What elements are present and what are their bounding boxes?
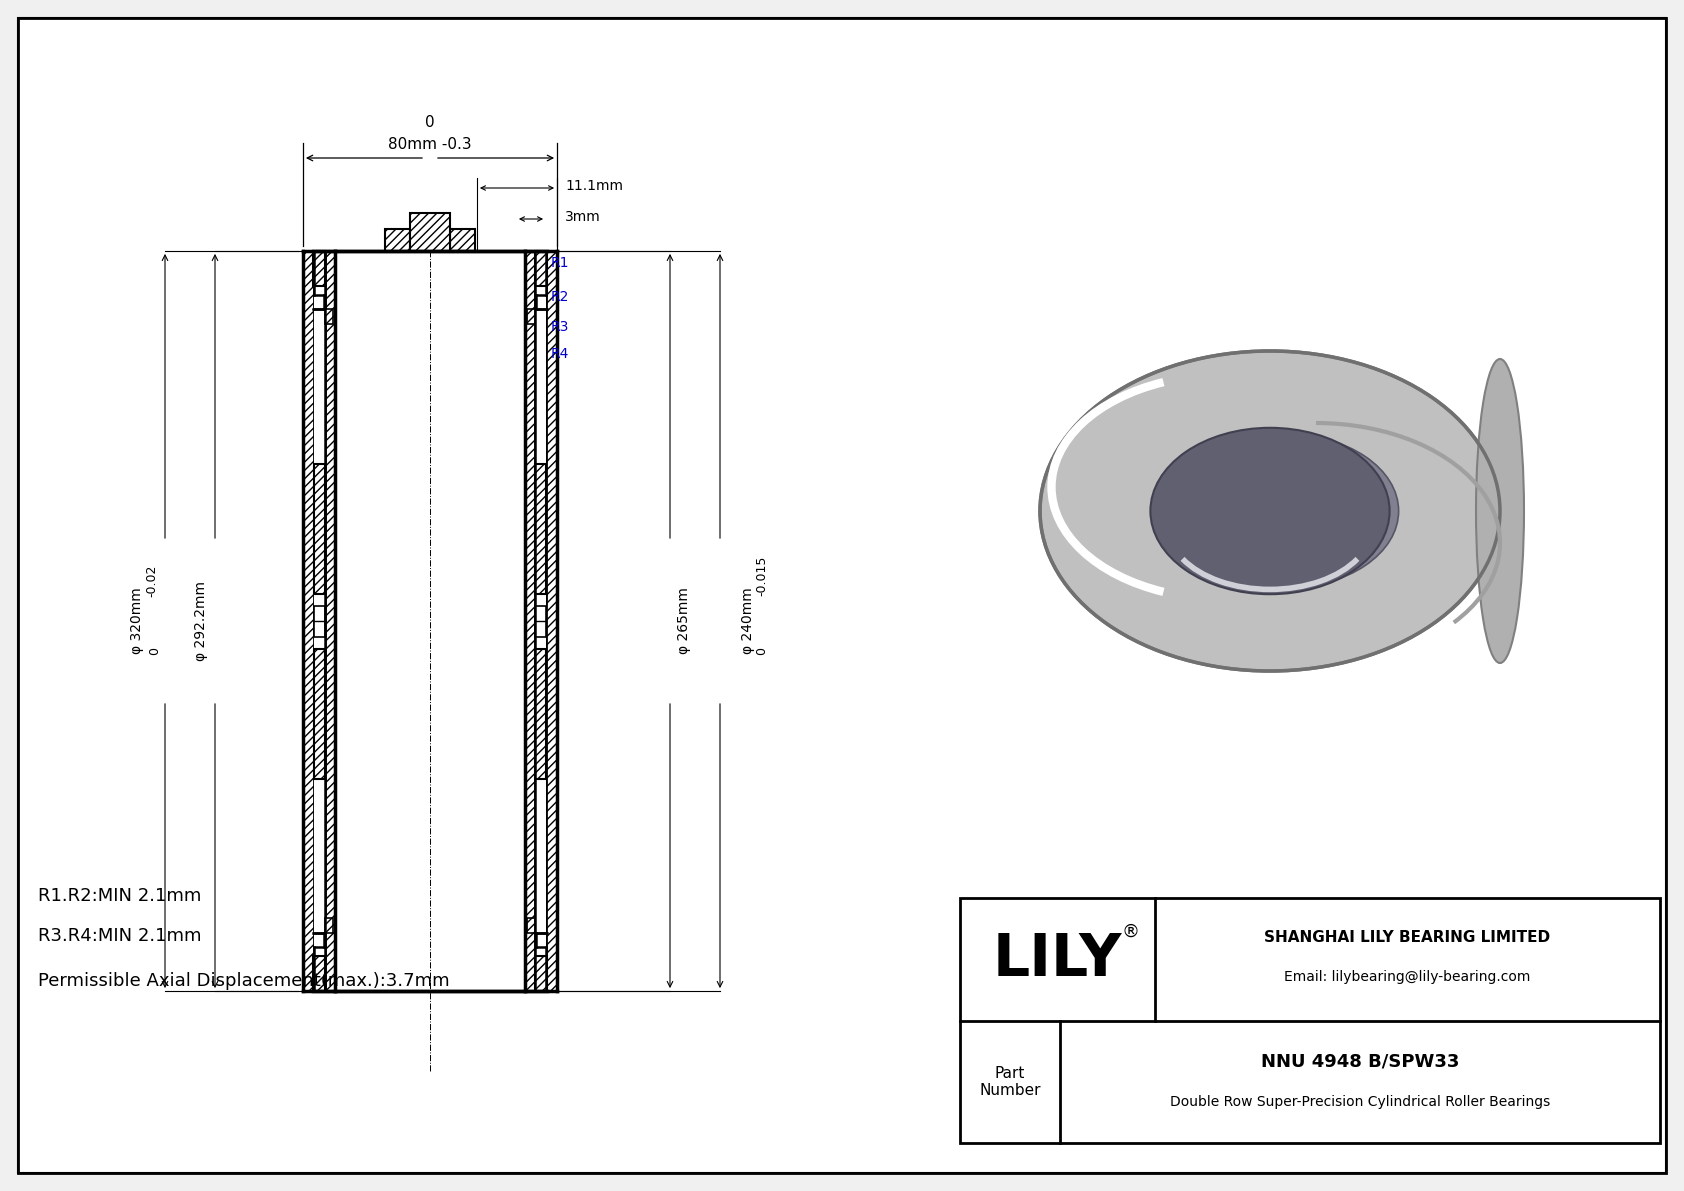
Text: -0.015: -0.015: [756, 556, 768, 597]
Bar: [546, 251, 557, 991]
Ellipse shape: [1475, 358, 1524, 663]
Bar: [960, 898, 1660, 1143]
Text: R4: R4: [551, 347, 569, 361]
Bar: [313, 605, 325, 636]
Text: R2: R2: [551, 289, 569, 304]
Text: Permissible Axial Displacement(max.):3.7mm: Permissible Axial Displacement(max.):3.7…: [39, 972, 450, 990]
Text: SHANGHAI LILY BEARING LIMITED: SHANGHAI LILY BEARING LIMITED: [1265, 930, 1551, 944]
Ellipse shape: [1150, 428, 1389, 594]
Bar: [536, 605, 546, 636]
Text: φ 265mm: φ 265mm: [677, 587, 690, 654]
Text: R1.R2:MIN 2.1mm: R1.R2:MIN 2.1mm: [39, 887, 202, 905]
Ellipse shape: [1041, 351, 1500, 671]
Bar: [536, 463, 546, 593]
Text: 0: 0: [424, 116, 434, 130]
Text: Double Row Super-Precision Cylindrical Roller Bearings: Double Row Super-Precision Cylindrical R…: [1170, 1095, 1551, 1109]
Bar: [313, 649, 325, 779]
Bar: [450, 229, 475, 251]
Bar: [303, 251, 313, 991]
Bar: [313, 251, 325, 286]
Bar: [325, 918, 333, 933]
Bar: [536, 649, 546, 779]
Text: 0: 0: [756, 647, 768, 655]
Text: R3.R4:MIN 2.1mm: R3.R4:MIN 2.1mm: [39, 927, 202, 944]
Text: 11.1mm: 11.1mm: [566, 179, 623, 193]
Bar: [313, 251, 325, 991]
Text: φ 240mm: φ 240mm: [741, 587, 754, 654]
Text: NNU 4948 B/SPW33: NNU 4948 B/SPW33: [1261, 1053, 1460, 1071]
Bar: [527, 308, 536, 324]
Bar: [313, 463, 325, 593]
Text: ®: ®: [1122, 922, 1138, 940]
Bar: [527, 918, 536, 933]
Ellipse shape: [1172, 434, 1399, 588]
Text: φ 320mm: φ 320mm: [130, 587, 145, 654]
Text: -0.02: -0.02: [145, 565, 158, 597]
Bar: [536, 251, 547, 286]
Bar: [409, 213, 450, 251]
Bar: [386, 229, 409, 251]
Text: R1: R1: [551, 256, 569, 270]
Bar: [536, 251, 546, 991]
Bar: [325, 251, 335, 991]
Text: 3mm: 3mm: [566, 210, 601, 224]
Text: 80mm -0.3: 80mm -0.3: [389, 137, 472, 152]
Bar: [313, 956, 325, 991]
Text: φ 292.2mm: φ 292.2mm: [194, 581, 209, 661]
Text: LILY: LILY: [992, 930, 1122, 987]
Text: 0: 0: [148, 647, 162, 655]
Bar: [325, 308, 333, 324]
Text: Part
Number: Part Number: [980, 1066, 1041, 1098]
Bar: [536, 956, 547, 991]
Bar: [525, 251, 536, 991]
Text: R3: R3: [551, 320, 569, 333]
Text: Email: lilybearing@lily-bearing.com: Email: lilybearing@lily-bearing.com: [1285, 971, 1531, 984]
